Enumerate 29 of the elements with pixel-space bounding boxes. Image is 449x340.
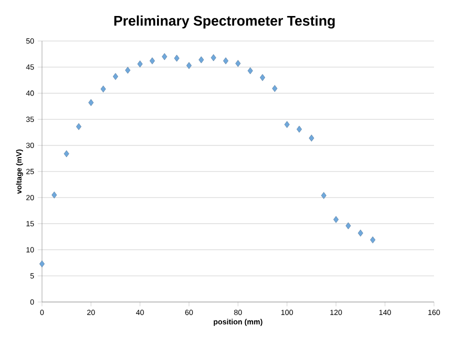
point xyxy=(125,66,130,74)
point xyxy=(150,57,155,64)
point xyxy=(296,126,302,133)
point xyxy=(370,236,376,244)
point xyxy=(112,73,118,80)
point xyxy=(235,60,241,67)
point xyxy=(100,86,106,92)
point xyxy=(52,192,57,198)
point xyxy=(321,192,326,199)
point xyxy=(162,53,168,60)
point xyxy=(88,99,94,106)
point xyxy=(358,230,364,237)
chart-title: Preliminary Spectrometer Testing xyxy=(114,15,335,29)
point xyxy=(210,54,216,62)
point xyxy=(272,85,278,92)
point xyxy=(39,260,45,268)
point xyxy=(333,216,339,223)
point xyxy=(76,123,82,130)
point xyxy=(260,74,266,81)
point xyxy=(248,67,253,74)
point xyxy=(198,56,204,64)
point xyxy=(223,57,228,64)
point xyxy=(346,222,351,230)
point xyxy=(137,60,143,68)
point xyxy=(64,150,70,158)
point xyxy=(308,134,314,142)
point xyxy=(186,62,192,69)
point xyxy=(174,54,180,62)
point xyxy=(284,121,290,128)
